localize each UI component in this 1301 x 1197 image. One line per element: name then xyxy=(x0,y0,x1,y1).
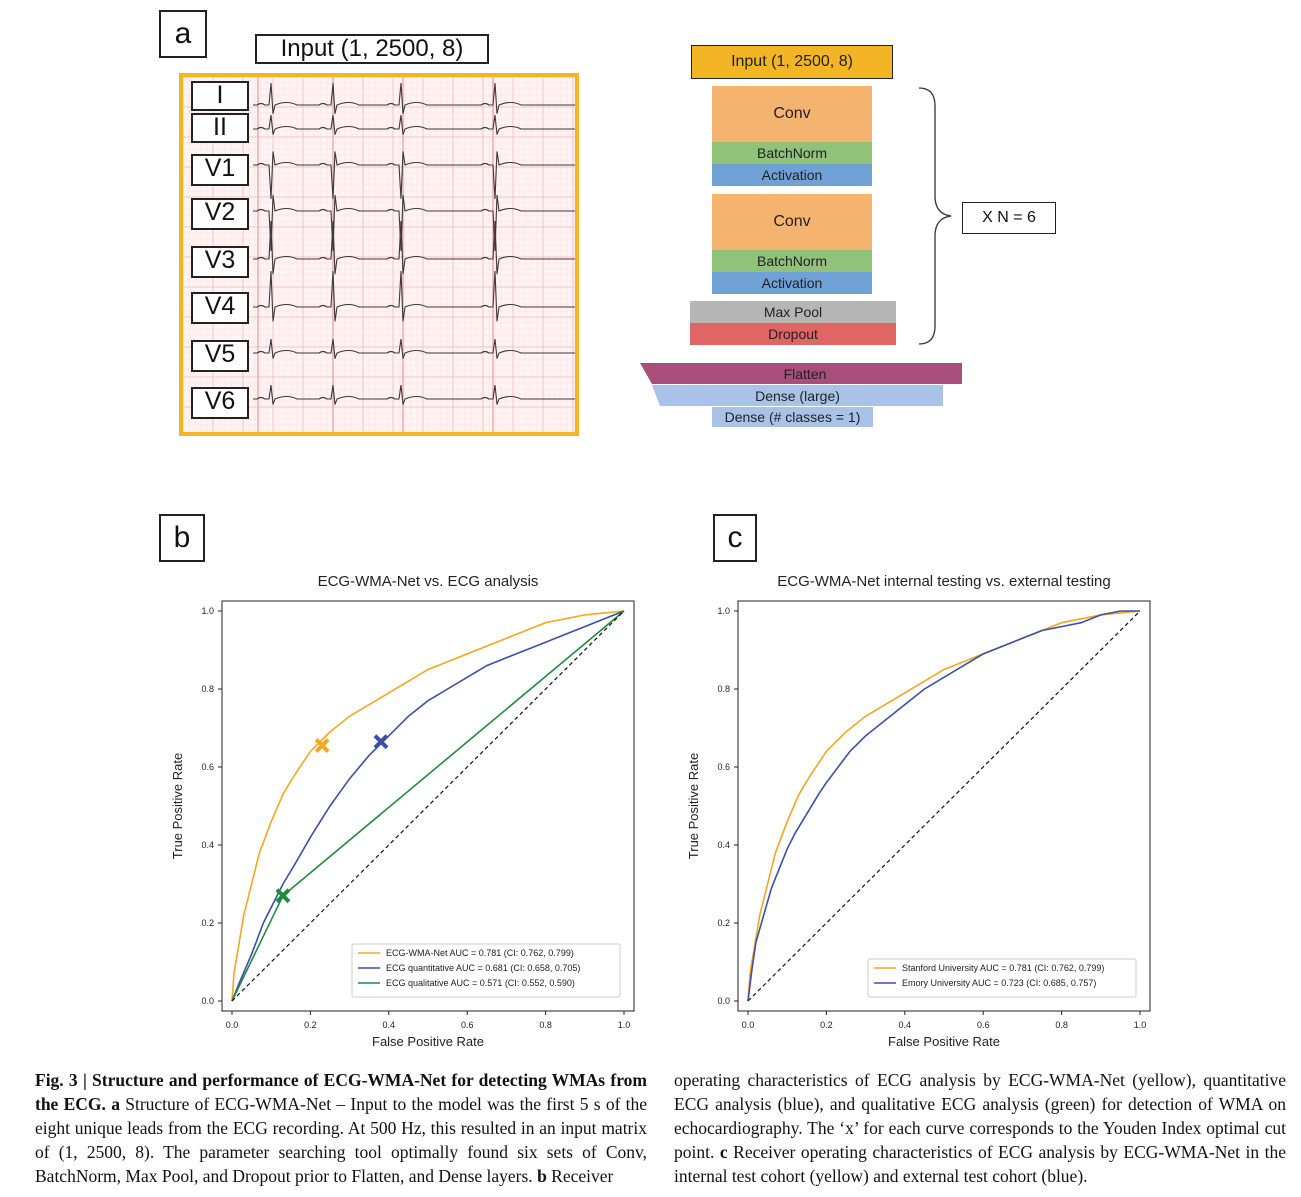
ecg-lead-trace xyxy=(253,151,575,200)
dense-output-label: Dense (# classes = 1) xyxy=(724,409,861,425)
caption-panel-a: a xyxy=(111,1094,120,1114)
lead-label: II xyxy=(191,113,249,143)
legend-label: ECG-WMA-Net AUC = 0.781 (CI: 0.762, 0.79… xyxy=(386,948,574,958)
lead-label: I xyxy=(191,81,249,111)
caption-figure-title: Fig. 3 | Structure and performance of EC… xyxy=(35,1070,647,1114)
legend-label: Emory University AUC = 0.723 (CI: 0.685,… xyxy=(902,978,1096,988)
repeat-count-label: X N = 6 xyxy=(962,202,1056,234)
y-tick-label: 0.4 xyxy=(201,840,214,850)
y-tick-label: 0.8 xyxy=(717,684,730,694)
y-axis-label: True Positive Rate xyxy=(686,753,701,859)
batchnorm-block-2: BatchNorm xyxy=(712,250,872,272)
youden-marker xyxy=(275,888,291,904)
x-axis-label: False Positive Rate xyxy=(372,1034,484,1049)
x-tick-label: 0.2 xyxy=(304,1020,317,1030)
y-tick-label: 0.2 xyxy=(201,918,214,928)
x-tick-label: 0.8 xyxy=(539,1020,552,1030)
x-tick-label: 0.2 xyxy=(820,1020,833,1030)
x-tick-label: 0.8 xyxy=(1055,1020,1068,1030)
activation-block-1: Activation xyxy=(712,164,872,186)
dropout-block: Dropout xyxy=(690,323,896,345)
y-tick-label: 0.4 xyxy=(717,840,730,850)
ecg-lead-trace xyxy=(253,220,575,275)
batchnorm-block-1: BatchNorm xyxy=(712,142,872,164)
caption-text-c: Receiver operating characteristics of EC… xyxy=(674,1142,1287,1186)
maxpool-block: Max Pool xyxy=(690,301,896,323)
y-tick-label: 0.0 xyxy=(201,996,214,1006)
ecg-lead-trace xyxy=(253,114,575,135)
y-tick-label: 1.0 xyxy=(201,606,214,616)
x-tick-label: 1.0 xyxy=(1134,1020,1147,1030)
chart-title: ECG-WMA-Net internal testing vs. externa… xyxy=(777,573,1110,590)
y-tick-label: 1.0 xyxy=(717,606,730,616)
activation-block-2: Activation xyxy=(712,272,872,294)
roc-chart-c: ECG-WMA-Net internal testing vs. externa… xyxy=(686,573,1151,1049)
caption-right: operating characteristics of ECG analysi… xyxy=(674,1068,1286,1188)
ecg-strip: I II V1 V2 V3 V4 V5 V6 xyxy=(179,73,579,436)
dense-large-block xyxy=(652,385,943,406)
x-tick-label: 0.6 xyxy=(461,1020,474,1030)
conv-block-2: Conv xyxy=(712,194,872,250)
dense-output-block xyxy=(712,407,873,427)
caption-text-b-rest: operating characteristics of ECG analysi… xyxy=(674,1070,1286,1162)
y-tick-label: 0.2 xyxy=(717,918,730,928)
lead-label: V3 xyxy=(191,246,249,278)
ecg-lead-trace xyxy=(253,384,575,405)
x-tick-label: 1.0 xyxy=(618,1020,631,1030)
lead-label: V2 xyxy=(191,198,249,230)
panel-a-letter: a xyxy=(159,10,207,58)
y-tick-label: 0.8 xyxy=(201,684,214,694)
x-tick-label: 0.4 xyxy=(899,1020,912,1030)
y-tick-label: 0.6 xyxy=(717,762,730,772)
plot-frame xyxy=(737,600,1151,1012)
panel-b-letter: b xyxy=(159,514,205,562)
caption-text-b-start: Receiver xyxy=(551,1166,614,1186)
legend-label: ECG quantitative AUC = 0.681 (CI: 0.658,… xyxy=(386,963,580,973)
ecg-lead-trace xyxy=(253,338,575,359)
x-tick-label: 0.4 xyxy=(383,1020,396,1030)
caption-left: Fig. 3 | Structure and performance of EC… xyxy=(35,1068,647,1188)
flatten-label: Flatten xyxy=(783,366,827,382)
caption-panel-c: c xyxy=(719,1142,728,1162)
lead-label: V1 xyxy=(191,154,249,186)
flatten-block xyxy=(640,363,962,384)
ecg-lead-trace xyxy=(253,82,575,114)
legend-box xyxy=(351,943,621,998)
roc-curve xyxy=(231,610,625,1002)
roc-curve xyxy=(747,610,1140,1002)
conv-block-1: Conv xyxy=(712,86,872,142)
legend-box xyxy=(867,958,1137,998)
y-tick-label: 0.6 xyxy=(201,762,214,772)
x-tick-label: 0.0 xyxy=(226,1020,239,1030)
chance-line xyxy=(231,610,625,1002)
y-tick-label: 0.0 xyxy=(717,996,730,1006)
caption-text-a: Structure of ECG-WMA-Net – Input to the … xyxy=(35,1094,648,1186)
x-axis-label: False Positive Rate xyxy=(888,1034,1000,1049)
legend-label: Stanford University AUC = 0.781 (CI: 0.7… xyxy=(902,963,1104,973)
x-tick-label: 0.6 xyxy=(977,1020,990,1030)
ecg-lead-trace xyxy=(253,194,575,252)
legend-label: ECG qualitative AUC = 0.571 (CI: 0.552, … xyxy=(386,978,575,988)
ecg-input-label: Input (1, 2500, 8) xyxy=(255,34,489,64)
roc-curve xyxy=(747,610,1141,1002)
youden-marker xyxy=(314,738,330,753)
repeat-brace xyxy=(918,87,952,345)
roc-curve xyxy=(231,610,625,1002)
lead-label: V6 xyxy=(191,387,249,419)
lead-label: V5 xyxy=(191,340,249,372)
roc-chart-b: ECG-WMA-Net vs. ECG analysis 0.0 0.2 0.4 0.6… xyxy=(170,573,635,1049)
ecg-lead-trace xyxy=(253,270,575,322)
dense-layers xyxy=(640,363,962,427)
y-axis-label: True Positive Rate xyxy=(170,753,185,859)
youden-marker xyxy=(373,734,389,750)
dense-large-label: Dense (large) xyxy=(755,388,840,404)
caption-panel-b: b xyxy=(537,1166,547,1186)
lead-label: V4 xyxy=(191,292,249,324)
panel-c-letter: c xyxy=(713,514,757,562)
chance-line xyxy=(747,610,1141,1002)
chart-title: ECG-WMA-Net vs. ECG analysis xyxy=(318,573,539,590)
x-tick-label: 0.0 xyxy=(742,1020,755,1030)
arch-input-block: Input (1, 2500, 8) xyxy=(691,45,893,79)
plot-frame xyxy=(221,600,635,1012)
